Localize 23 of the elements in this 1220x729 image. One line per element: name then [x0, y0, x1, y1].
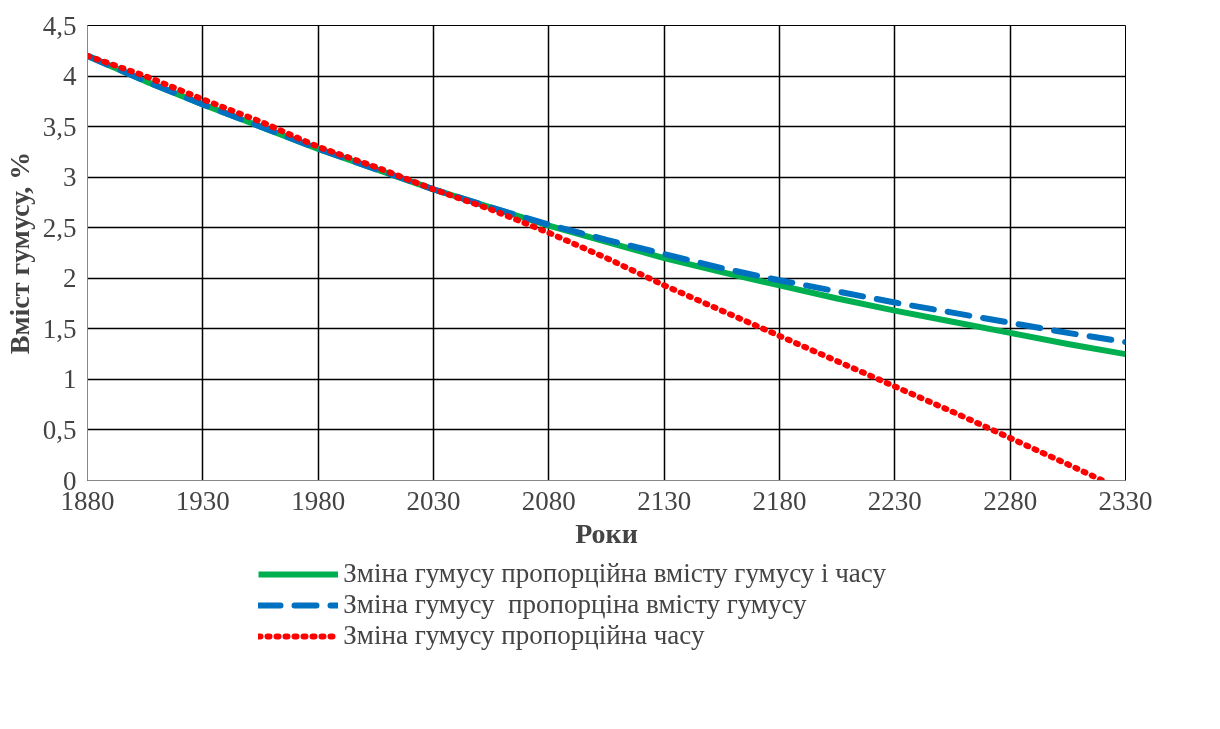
legend-label: Зміна гумусу пропорціна вмісту гумусу: [343, 589, 807, 620]
y-tick-label: 2,5: [42, 212, 77, 243]
y-tick-label: 2: [63, 263, 77, 294]
legend-label: Зміна гумусу пропорційна часу: [343, 620, 705, 651]
x-tick-label: 2230: [867, 485, 922, 516]
y-tick-label: 3,5: [42, 111, 77, 142]
x-tick-label: 2180: [752, 485, 807, 516]
x-tick-label: 2330: [1098, 485, 1153, 516]
y-tick-label: 3: [63, 162, 77, 193]
x-tick-label: 1980: [291, 485, 346, 516]
x-tick-label: 1930: [175, 485, 230, 516]
y-axis-title: Вміст гумусу, %: [3, 151, 35, 355]
x-tick-label: 2080: [521, 485, 576, 516]
x-axis-title: Роки: [575, 517, 638, 549]
y-tick-label: 1,5: [42, 313, 77, 344]
x-tick-label: 2030: [406, 485, 461, 516]
y-tick-label: 4: [63, 61, 77, 92]
x-tick-label: 2280: [983, 485, 1038, 516]
y-tick-label: 0,5: [42, 414, 77, 445]
y-tick-label: 1: [63, 364, 77, 395]
legend-label: Зміна гумусу пропорційна вмісту гумусу і часу: [343, 558, 886, 589]
x-tick-label: 2130: [637, 485, 692, 516]
y-tick-label: 4,5: [42, 10, 77, 41]
